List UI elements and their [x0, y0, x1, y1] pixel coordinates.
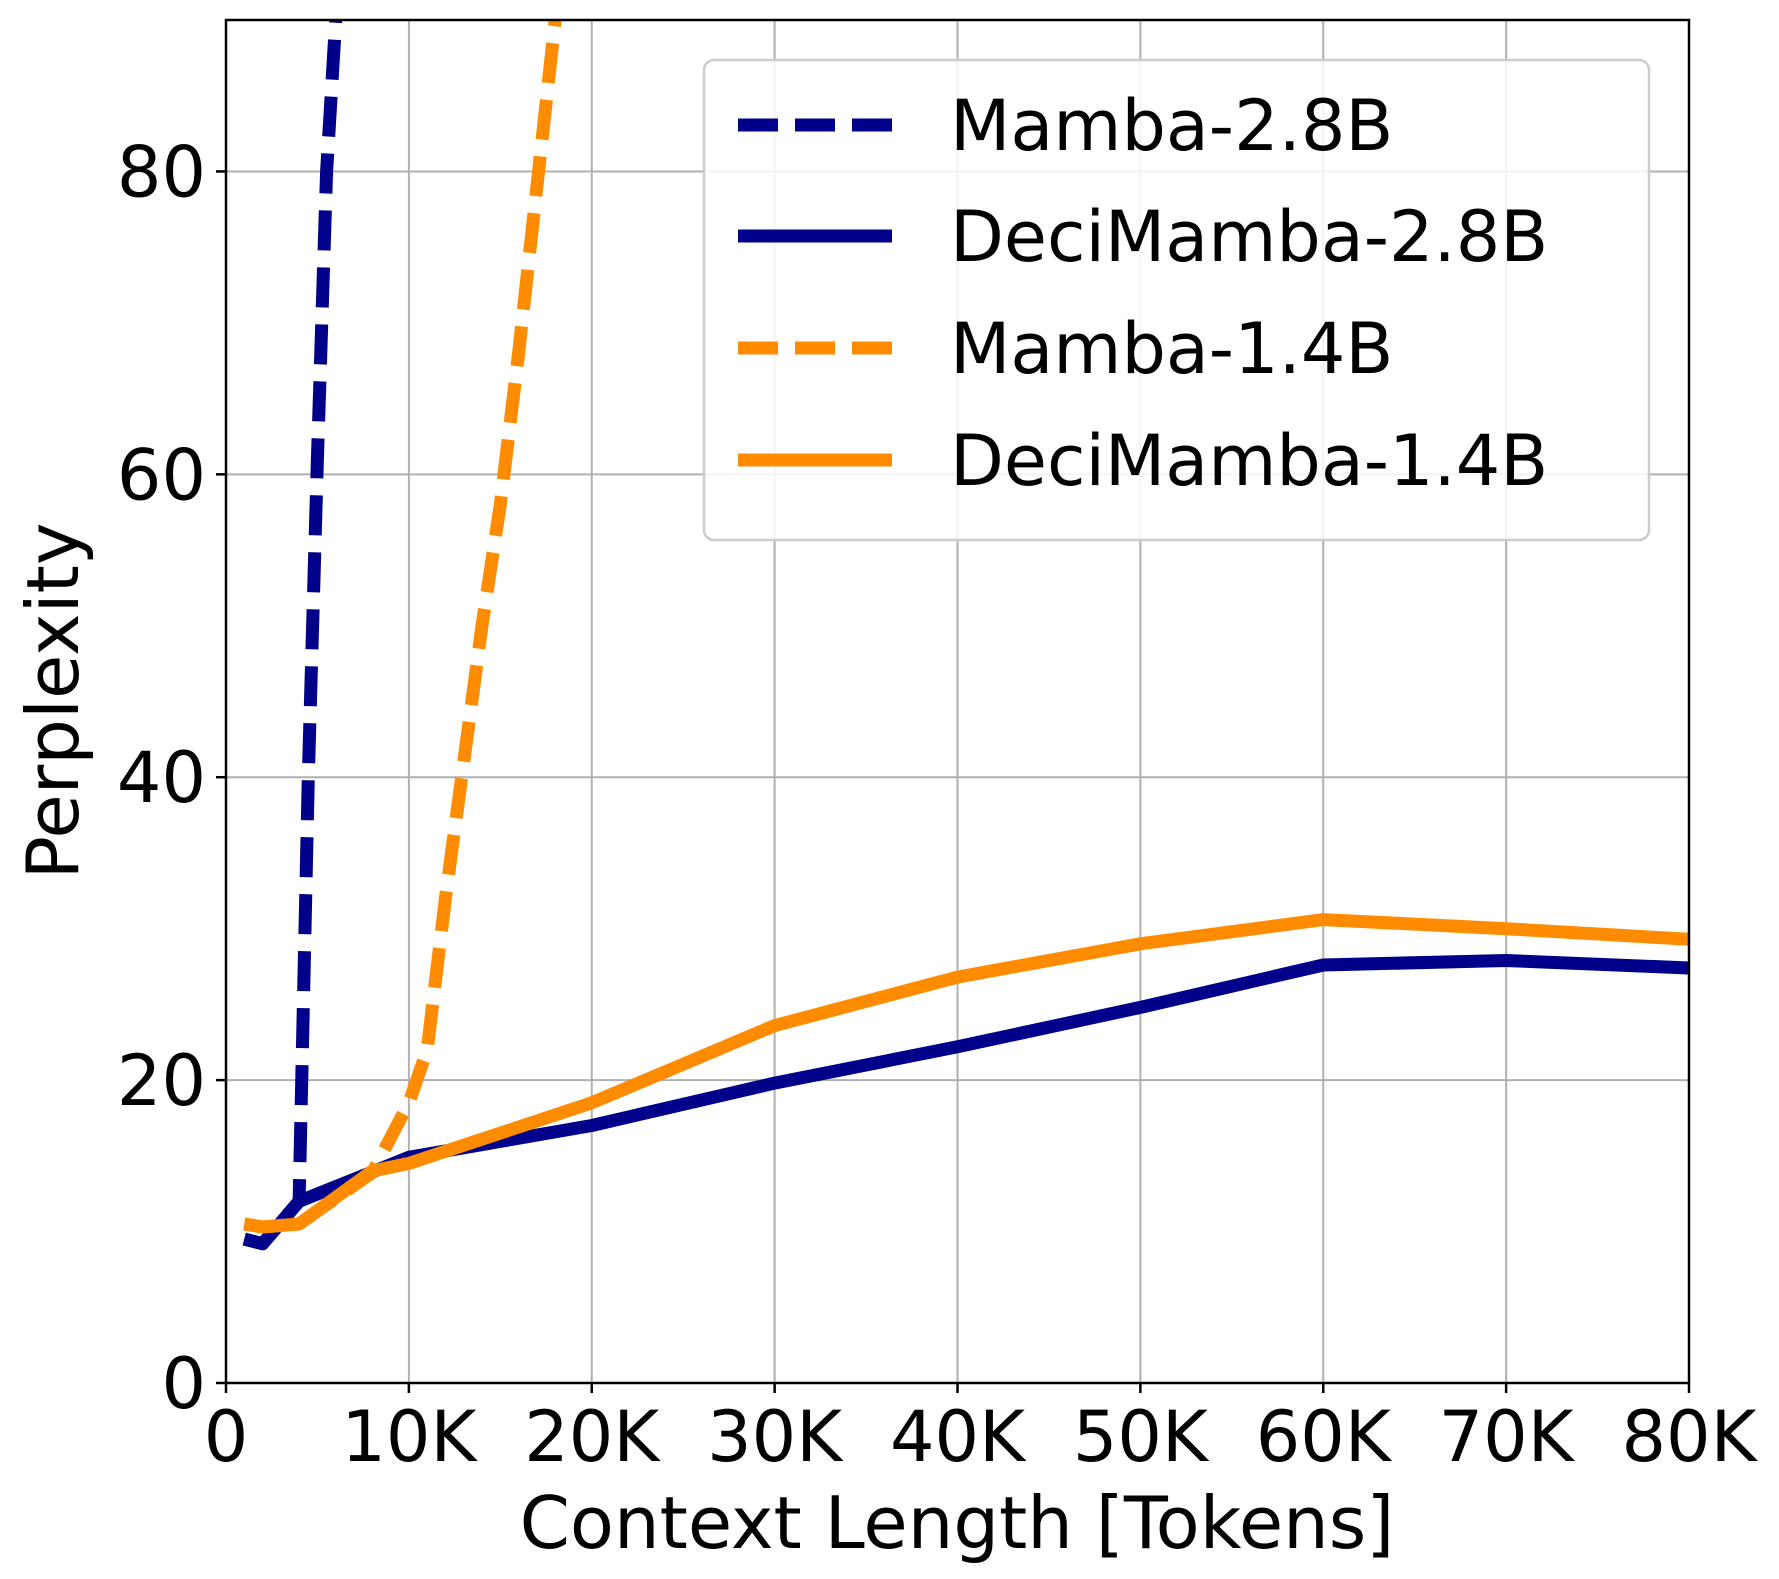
legend: Mamba-2.8B DeciMamba-2.8B Mamba-1.4B DeciMa… — [702, 58, 1651, 542]
legend-item: Mamba-1.4B — [738, 308, 1393, 390]
x-tick-label: 0 — [204, 1396, 249, 1478]
y-tick-label: 80 — [117, 131, 206, 213]
x-tick-label: 20K — [524, 1396, 661, 1478]
x-tick-label: 10K — [341, 1396, 478, 1478]
x-axis-title: Context Length [Tokens] — [520, 1481, 1395, 1565]
y-tick-label: 0 — [161, 1343, 206, 1425]
series-line-decimamba-2-8b — [242, 954, 1689, 1251]
x-tick-label: 40K — [890, 1396, 1027, 1478]
series-line-decimamba-1-4b — [243, 913, 1689, 1234]
series-layer — [242, 20, 1689, 1251]
x-tick-label: 50K — [1073, 1396, 1210, 1478]
legend-box — [702, 58, 1651, 542]
legend-item: Mamba-2.8B — [738, 85, 1393, 167]
ticks: 0 10K 20K 30K 40K 50K 60K 70K 80K 0 20 40 60 80 — [117, 131, 1759, 1478]
y-tick-label: 60 — [117, 434, 206, 516]
series-line-mamba-1-4b — [243, 20, 562, 1234]
legend-label: Mamba-1.4B — [950, 308, 1393, 390]
x-tick-label: 70K — [1439, 1396, 1576, 1478]
x-tick-label: 80K — [1622, 1396, 1759, 1478]
legend-label: DeciMamba-2.8B — [950, 196, 1548, 278]
x-tick-label: 30K — [707, 1396, 844, 1478]
legend-label: DeciMamba-1.4B — [950, 420, 1548, 502]
y-tick-label: 20 — [117, 1040, 206, 1122]
x-tick-label: 60K — [1256, 1396, 1393, 1478]
legend-label: Mamba-2.8B — [950, 85, 1393, 167]
legend-item: DeciMamba-2.8B — [738, 196, 1548, 278]
y-tick-label: 40 — [117, 737, 206, 819]
y-axis-title: Perplexity — [11, 523, 95, 880]
legend-item: DeciMamba-1.4B — [738, 420, 1548, 502]
